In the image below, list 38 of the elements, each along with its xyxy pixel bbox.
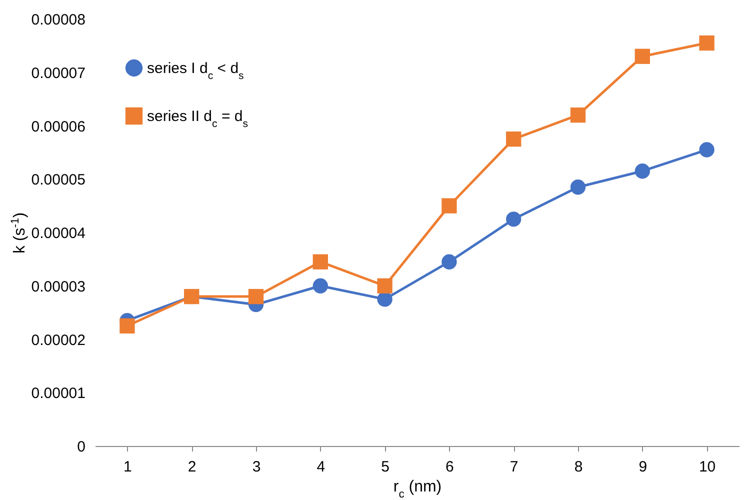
- x-tick-label: 10: [698, 458, 716, 476]
- point: [442, 254, 457, 270]
- x-tick-label: 3: [252, 458, 261, 476]
- y-tick-label: 0.00002: [31, 332, 86, 349]
- y-tick-label: 0.00005: [31, 172, 86, 189]
- y-tick-label: 0.00008: [31, 12, 86, 28]
- point: [120, 318, 135, 334]
- point: [699, 35, 714, 51]
- y-tick-label: 0: [77, 438, 86, 456]
- y-tick-label: 0.00006: [31, 118, 86, 136]
- point: [442, 198, 457, 214]
- x-tick-label: 6: [446, 458, 454, 476]
- x-tick-label: 4: [316, 458, 326, 476]
- y-tick-label: 0.00007: [31, 64, 86, 82]
- y-tick-label: 0.00004: [31, 225, 86, 242]
- point: [377, 278, 392, 294]
- point: [634, 48, 650, 64]
- point: [377, 292, 392, 307]
- y-tick-label: 0.00003: [31, 278, 86, 296]
- x-tick-label: 5: [381, 458, 390, 476]
- point: [312, 278, 328, 294]
- point: [570, 107, 586, 123]
- point: [312, 254, 328, 270]
- x-tick-label: 9: [638, 458, 648, 476]
- point: [248, 288, 264, 304]
- point: [506, 132, 522, 147]
- point: [506, 212, 522, 227]
- legend-label: series II d$_{c}$ = d$_{s}$: [147, 108, 248, 130]
- point: [570, 180, 586, 195]
- x-tick-label: 8: [574, 458, 583, 476]
- x-axis-title: r$_{c}$ (nm): [393, 478, 442, 500]
- x-tick-label: 7: [510, 458, 518, 476]
- point: [699, 142, 714, 158]
- x-tick-label: 2: [188, 458, 196, 476]
- point: [634, 164, 650, 179]
- legend-label: series I d$_{c}$ < d$_{s}$: [147, 60, 244, 82]
- y-tick-label: 0.00001: [31, 385, 86, 402]
- x-tick-label: 1: [124, 458, 132, 476]
